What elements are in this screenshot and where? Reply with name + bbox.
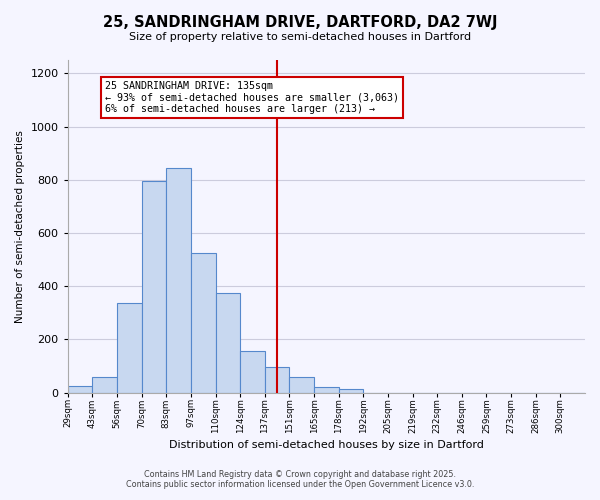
- Bar: [215, 293, 240, 392]
- Text: 25, SANDRINGHAM DRIVE, DARTFORD, DA2 7WJ: 25, SANDRINGHAM DRIVE, DARTFORD, DA2 7WJ: [103, 15, 497, 30]
- Y-axis label: Number of semi-detached properties: Number of semi-detached properties: [15, 130, 25, 323]
- Bar: [117, 304, 142, 392]
- Bar: [240, 352, 265, 393]
- Bar: [338, 388, 364, 392]
- X-axis label: Distribution of semi-detached houses by size in Dartford: Distribution of semi-detached houses by …: [169, 440, 484, 450]
- Bar: [166, 168, 191, 392]
- Bar: [92, 376, 117, 392]
- Bar: [289, 376, 314, 392]
- Bar: [142, 181, 166, 392]
- Text: Size of property relative to semi-detached houses in Dartford: Size of property relative to semi-detach…: [129, 32, 471, 42]
- Bar: [314, 388, 338, 392]
- Bar: [265, 368, 289, 392]
- Text: Contains HM Land Registry data © Crown copyright and database right 2025.
Contai: Contains HM Land Registry data © Crown c…: [126, 470, 474, 489]
- Bar: [68, 386, 92, 392]
- Text: 25 SANDRINGHAM DRIVE: 135sqm
← 93% of semi-detached houses are smaller (3,063)
6: 25 SANDRINGHAM DRIVE: 135sqm ← 93% of se…: [104, 82, 398, 114]
- Bar: [191, 253, 215, 392]
